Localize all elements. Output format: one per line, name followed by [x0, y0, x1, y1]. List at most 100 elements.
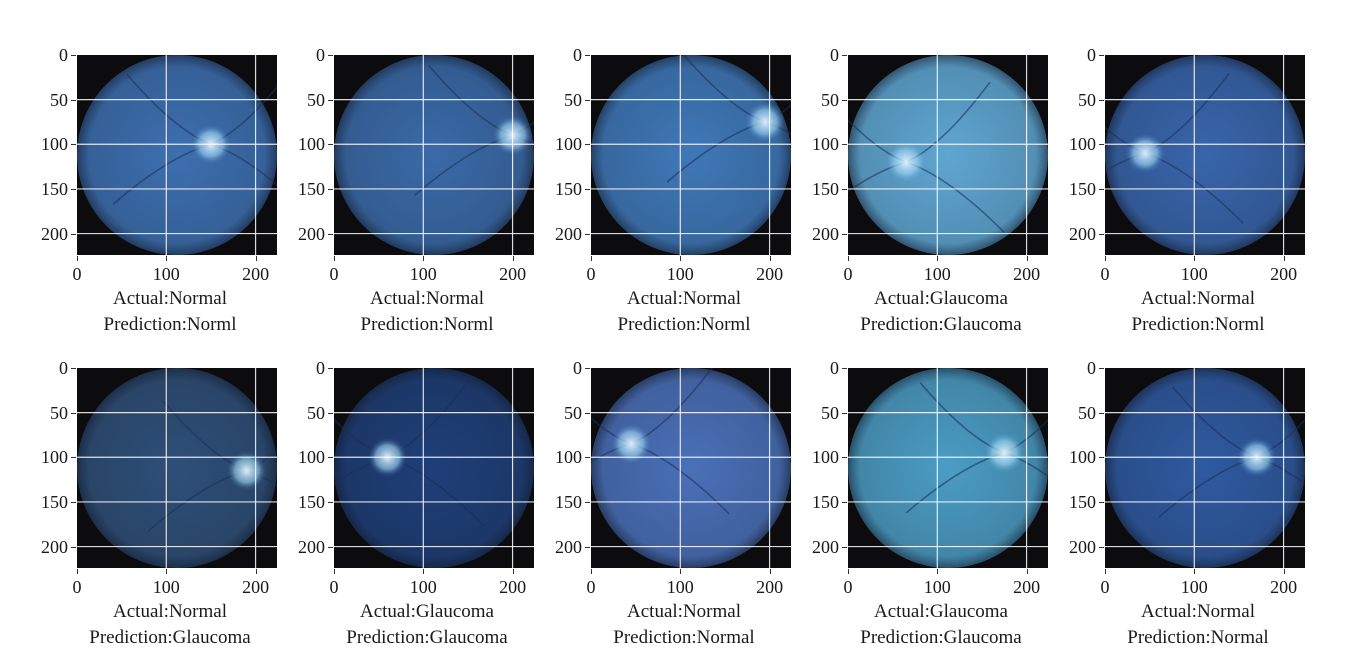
y-tick-mark [71, 188, 76, 190]
y-tick-label: 100 [298, 134, 325, 155]
x-tick-label: 200 [1270, 577, 1298, 597]
actual-label: Actual:Glaucoma [873, 601, 1008, 622]
y-tick-label: 150 [41, 178, 68, 199]
panel-10: 0 50 100 150 200 0 100 200 Actual:Normal Predicti… [1028, 313, 1305, 648]
panel-9: 0 50 100 150 200 0 100 200 Actual:Glaucoma Predic… [771, 313, 1048, 648]
y-tick-mark [585, 233, 590, 235]
y-tick-label: 150 [812, 178, 839, 199]
prediction-label: Prediction:Norml [360, 314, 494, 335]
y-tick-label: 50 [307, 89, 325, 110]
y-tick-mark [71, 501, 76, 503]
fundus-svg [1105, 368, 1305, 568]
y-tick-label: 0 [59, 358, 68, 378]
y-tick-mark [71, 99, 76, 101]
y-tick-mark [842, 233, 847, 235]
actual-label: Actual:Normal [1141, 288, 1255, 309]
x-tick-mark [166, 569, 168, 574]
panel-caption: Actual:Normal Prediction:Glaucoma [20, 599, 320, 651]
fundus-svg [334, 55, 534, 255]
y-tick-label: 100 [555, 447, 582, 468]
panel-caption: Actual:Normal Prediction:Normal [1048, 599, 1348, 651]
x-tick-label: 100 [666, 264, 694, 284]
y-tick-label: 0 [830, 358, 839, 378]
y-tick-label: 200 [1069, 536, 1096, 557]
fundus-disc [77, 368, 277, 568]
x-tick-label: 0 [843, 264, 853, 284]
y-tick-label: 50 [50, 89, 68, 110]
x-tick-label: 0 [329, 264, 339, 284]
y-tick-mark [1099, 144, 1104, 146]
x-tick-label: 200 [1270, 264, 1298, 284]
y-tick-mark [842, 188, 847, 190]
y-tick-label: 50 [1078, 402, 1096, 423]
panel-caption: Actual:Glaucoma Prediction:Glaucoma [791, 599, 1091, 651]
x-tick-label: 0 [586, 264, 596, 284]
prediction-label: Prediction:Glaucoma [346, 627, 508, 648]
panel-caption: Actual:Glaucoma Prediction:Glaucoma [791, 286, 1091, 338]
fundus-svg [334, 368, 534, 568]
y-tick-mark [1099, 188, 1104, 190]
fundus-disc [334, 368, 534, 568]
x-tick-label: 100 [923, 264, 951, 284]
y-tick-mark [585, 501, 590, 503]
fundus-disc [591, 368, 791, 568]
optic-disc [745, 101, 786, 142]
y-tick-mark [328, 368, 333, 369]
y-tick-mark [328, 233, 333, 235]
x-tick-mark [591, 569, 592, 574]
x-tick-mark [680, 569, 682, 574]
panel-caption: Actual:Normal Prediction:Norml [277, 286, 577, 338]
y-tick-mark [1099, 55, 1104, 56]
optic-disc [226, 450, 267, 491]
x-tick-mark [255, 569, 257, 574]
y-tick-label: 150 [1069, 178, 1096, 199]
y-tick-label: 100 [41, 447, 68, 468]
x-tick-label: 200 [242, 264, 270, 284]
panel-3: 0 50 100 150 200 0 100 200 Actual:Normal Predicti… [514, 0, 791, 335]
x-tick-label: 200 [499, 264, 527, 284]
y-tick-mark [71, 457, 76, 459]
y-tick-label: 200 [41, 536, 68, 557]
y-tick-label: 200 [555, 223, 582, 244]
x-tick-mark [334, 256, 335, 261]
x-tick-mark [423, 569, 425, 574]
panel-caption: Actual:Normal Prediction:Norml [534, 286, 834, 338]
y-tick-mark [1099, 233, 1104, 235]
panel-7: 0 50 100 150 200 0 100 200 Actual:Glaucoma Predic… [257, 313, 534, 648]
y-tick-label: 200 [555, 536, 582, 557]
y-tick-mark [842, 99, 847, 101]
x-tick-mark [848, 569, 849, 574]
y-tick-mark [585, 412, 590, 414]
x-tick-label: 100 [152, 264, 180, 284]
y-tick-label: 100 [812, 447, 839, 468]
x-tick-label: 200 [242, 577, 270, 597]
actual-label: Actual:Normal [627, 288, 741, 309]
x-tick-mark [1105, 256, 1106, 261]
y-tick-label: 0 [1087, 45, 1096, 65]
x-tick-mark [1026, 569, 1028, 574]
x-tick-label: 0 [1100, 264, 1110, 284]
y-tick-mark [328, 188, 333, 190]
y-tick-mark [328, 501, 333, 503]
panel-5: 0 50 100 150 200 0 100 200 Actual:Normal Predicti… [1028, 0, 1305, 335]
x-tick-mark [1194, 569, 1196, 574]
y-tick-label: 200 [41, 223, 68, 244]
y-tick-mark [842, 144, 847, 146]
x-tick-mark [334, 569, 335, 574]
fundus-image [1105, 55, 1305, 255]
panel-1: 0 50 100 150 200 0 100 200 Actual:Normal Predicti… [0, 0, 277, 335]
x-tick-mark [937, 256, 939, 261]
fundus-image [591, 368, 791, 568]
y-tick-mark [842, 55, 847, 56]
panel-caption: Actual:Normal Prediction:Normal [534, 599, 834, 651]
panel-caption: Actual:Glaucoma Prediction:Glaucoma [277, 599, 577, 651]
y-tick-mark [842, 546, 847, 548]
y-tick-label: 50 [821, 89, 839, 110]
y-tick-mark [328, 412, 333, 414]
y-tick-mark [842, 457, 847, 459]
prediction-label: Prediction:Norml [103, 314, 237, 335]
x-tick-label: 0 [72, 264, 82, 284]
panel-caption: Actual:Normal Prediction:Norml [1048, 286, 1348, 338]
y-tick-label: 0 [316, 45, 325, 65]
y-tick-mark [585, 55, 590, 56]
